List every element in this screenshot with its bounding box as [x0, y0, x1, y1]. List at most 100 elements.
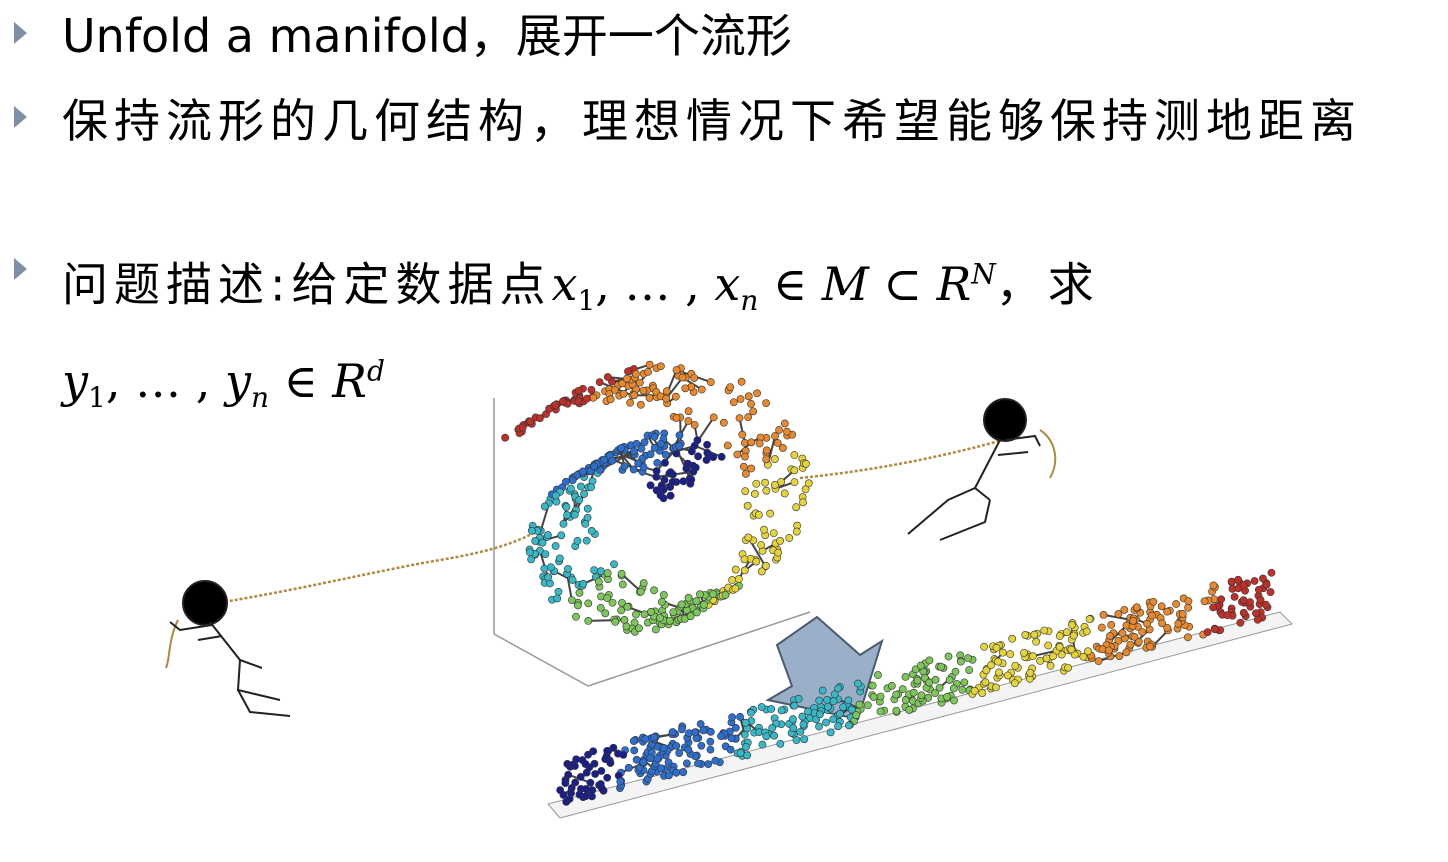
manifold-point	[636, 400, 645, 409]
manifold-point	[546, 563, 555, 572]
manifold-point	[541, 550, 550, 558]
embedded-point	[581, 760, 590, 768]
embedded-point	[822, 718, 830, 727]
embedded-point	[740, 730, 749, 739]
embedded-point	[991, 683, 1000, 692]
manifold-point	[651, 625, 660, 634]
embedded-point	[1055, 643, 1064, 651]
embedded-point	[747, 708, 755, 717]
embedded-point	[649, 733, 658, 742]
manifold-point	[731, 565, 740, 574]
embedded-point	[1020, 648, 1028, 657]
embedded-point	[931, 675, 940, 684]
manifold-point	[757, 567, 766, 576]
manifold-point	[623, 603, 632, 611]
embedded-point	[951, 667, 960, 676]
embedded-point	[706, 727, 715, 736]
manifold-point	[686, 612, 695, 621]
embedded-point	[799, 720, 808, 729]
embedded-point	[1006, 650, 1015, 659]
manifold-point	[570, 510, 579, 519]
manifold-point	[525, 548, 534, 557]
manifold-point	[576, 482, 585, 491]
manifold-point	[753, 389, 761, 398]
embedded-point	[1008, 634, 1017, 643]
manifold-point	[656, 439, 665, 448]
manifold-point	[650, 443, 659, 452]
manifold-point	[666, 491, 675, 500]
embedded-point	[576, 772, 585, 781]
embedded-point	[1172, 600, 1181, 608]
embedded-point	[653, 754, 662, 763]
manifold-point	[721, 591, 730, 599]
manifold-point	[594, 577, 603, 586]
manifold-point	[566, 484, 575, 493]
embedded-point	[800, 735, 809, 744]
embedded-point	[584, 750, 592, 759]
manifold-point	[770, 455, 779, 463]
embedded-point	[1239, 596, 1248, 605]
manifold-point	[792, 503, 801, 512]
bullet-arrow-icon	[14, 106, 27, 128]
embedded-point	[854, 679, 862, 688]
math-x-seq: x1, … , xn ∈ M ⊂ RN	[551, 257, 996, 318]
embedded-point	[672, 741, 681, 750]
embedded-point	[776, 739, 785, 748]
manifold-point	[606, 395, 615, 404]
manifold-point	[596, 603, 605, 612]
manifold-point	[697, 385, 706, 394]
manifold-point	[554, 587, 563, 596]
manifold-point	[762, 455, 771, 464]
manifold-point	[527, 526, 536, 535]
embedded-point	[679, 768, 688, 777]
embedded-point	[1234, 575, 1243, 584]
manifold-point	[573, 536, 582, 545]
manifold-point	[668, 478, 677, 486]
embedded-point	[925, 656, 934, 665]
embedded-point	[1158, 619, 1166, 628]
embedded-point	[1261, 600, 1270, 609]
embedded-point	[1146, 642, 1154, 651]
manifold-point	[619, 389, 628, 398]
manifold-point	[677, 600, 686, 609]
manifold-point	[675, 442, 684, 450]
rope-right	[799, 436, 1011, 480]
manifold-point	[644, 367, 652, 376]
stick-figure-right-icon	[907, 398, 1041, 541]
manifold-point	[661, 458, 669, 467]
manifold-point	[637, 444, 646, 453]
embedded-point	[1032, 637, 1041, 646]
manifold-point	[646, 450, 655, 459]
manifold-point	[563, 511, 571, 519]
manifold-point	[762, 399, 771, 407]
embedded-point	[964, 654, 972, 663]
embedded-point	[1262, 580, 1271, 589]
manifold-point	[657, 597, 666, 606]
manifold-point	[584, 599, 593, 608]
embedded-point	[1107, 621, 1116, 629]
manifold-point	[518, 423, 527, 432]
manifold-point	[652, 472, 661, 481]
embedded-point	[1085, 615, 1094, 624]
embedded-point	[1118, 629, 1127, 638]
embedded-point	[1266, 588, 1275, 596]
manifold-point	[564, 564, 572, 573]
embedded-point	[887, 681, 896, 690]
manifold-point	[558, 397, 567, 406]
embedded-point	[1267, 568, 1276, 577]
embedded-point	[834, 684, 843, 693]
manifold-point	[587, 526, 596, 535]
manifold-point	[620, 462, 629, 471]
embedded-point	[596, 780, 605, 788]
manifold-point	[584, 617, 593, 625]
embedded-point	[829, 715, 838, 724]
manifold-point	[656, 613, 664, 622]
embedded-point	[909, 688, 918, 697]
manifold-point	[672, 366, 681, 374]
embedded-point	[839, 703, 848, 711]
embedded-point	[641, 735, 650, 743]
embedded-point	[1254, 585, 1263, 594]
embedded-point	[826, 728, 835, 737]
manifold-point	[740, 555, 749, 564]
